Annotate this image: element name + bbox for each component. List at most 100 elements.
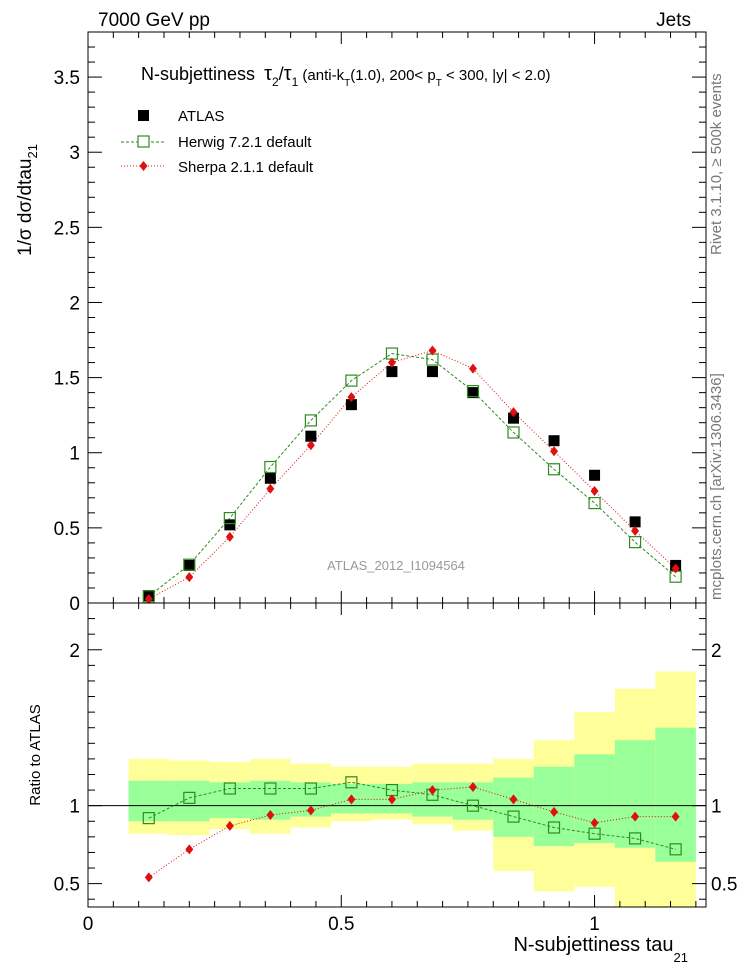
ratio-panel-data <box>88 776 706 883</box>
y-tick-label-ratio-right: 2 <box>711 641 722 662</box>
y-tick-label-ratio-right: 1 <box>711 797 722 818</box>
sherpa-point <box>631 525 640 536</box>
herwig-ratio-point <box>588 827 601 840</box>
sherpa-point <box>306 440 315 451</box>
legend-label-atlas: ATLAS <box>178 108 224 125</box>
y-tick-label-ratio: 2 <box>69 641 80 662</box>
sherpa-ratio-point <box>387 794 396 805</box>
atlas-point <box>386 366 398 378</box>
sherpa-ratio-line <box>148 786 676 878</box>
atlas-point <box>467 387 479 399</box>
rivet-version-label: Rivet 3.1.10, ≥ 500k events <box>708 73 725 255</box>
energy-label: 7000 GeV pp <box>98 10 210 31</box>
axes: 0 0.5 100.511.522.533.50.5 0.51 12 2 <box>54 31 737 935</box>
y-tick-label-main: 0 <box>69 594 80 615</box>
band-green-bin <box>209 782 251 819</box>
legend-marker-herwig <box>137 135 150 148</box>
sherpa-point <box>185 572 194 583</box>
sherpa-point <box>550 446 559 457</box>
sherpa-ratio-point <box>185 844 194 855</box>
sherpa-point <box>428 345 437 356</box>
herwig-point <box>466 385 480 398</box>
atlas-point <box>224 519 236 531</box>
herwig-ratio-point <box>304 782 317 795</box>
herwig-point <box>223 512 236 525</box>
herwig-point <box>628 536 642 549</box>
sherpa-ratio-point <box>266 810 275 821</box>
legend-marker-sherpa <box>139 161 148 171</box>
ratio-panel-frame <box>87 602 707 908</box>
atlas-point <box>548 435 560 447</box>
herwig-ratio-line <box>148 781 676 850</box>
sherpa-ratio-point <box>225 820 234 831</box>
atlas-point <box>426 366 438 378</box>
herwig-ratio-point <box>466 799 480 812</box>
x-tick-label: 0 <box>83 914 94 935</box>
process-label: Jets <box>656 10 691 31</box>
band-green-bin <box>169 780 210 822</box>
sherpa-point <box>266 483 275 494</box>
band-green-bin <box>574 754 615 844</box>
band-green-bin <box>128 780 170 822</box>
herwig-ratio-point <box>345 776 358 789</box>
herwig-ratio-point <box>183 791 196 804</box>
herwig-ratio-point <box>507 810 520 823</box>
x-axis-label: N-subjettiness tau21 <box>513 934 688 965</box>
sherpa-point <box>387 357 396 368</box>
y-tick-label-main: 3.5 <box>54 68 80 89</box>
y-axis-label-main: 1/σ dσ/dtau21 <box>15 144 40 256</box>
legend-label-sherpa: Sherpa 2.1.1 default <box>178 159 314 176</box>
sherpa-point <box>671 563 680 574</box>
y-tick-label-main: 2.5 <box>54 218 80 239</box>
atlas-point <box>508 412 520 424</box>
herwig-ratio-point <box>628 832 642 845</box>
atlas-point <box>264 472 276 484</box>
legend: ATLAS Herwig 7.2.1 default Sherpa 2.1.1 … <box>121 108 314 176</box>
sherpa-ratio-point <box>590 817 599 828</box>
band-green-bin <box>655 727 696 862</box>
atlas-point <box>589 469 601 481</box>
herwig-point <box>547 463 561 476</box>
atlas-point <box>345 399 357 411</box>
legend-label-herwig: Herwig 7.2.1 default <box>178 134 312 151</box>
herwig-point <box>588 496 601 510</box>
y-tick-label-main: 1.5 <box>54 369 80 390</box>
sherpa-line <box>148 350 676 600</box>
y-tick-label-ratio: 0.5 <box>54 875 80 896</box>
y-tick-label-main: 3 <box>69 143 80 164</box>
sherpa-ratio-point <box>509 794 518 805</box>
band-green-bin <box>614 740 656 848</box>
sherpa-ratio-point <box>347 794 356 805</box>
sherpa-point <box>225 531 234 542</box>
sherpa-ratio-point <box>468 781 477 792</box>
ratio-uncertainty-bands <box>128 671 696 907</box>
y-tick-label-ratio: 1 <box>69 797 80 818</box>
sherpa-point <box>468 363 477 374</box>
herwig-ratio-point <box>264 782 277 795</box>
atlas-point <box>629 516 641 528</box>
herwig-ratio-point <box>142 812 155 825</box>
y-tick-label-main: 2 <box>69 293 80 314</box>
sherpa-ratio-point <box>144 872 153 883</box>
sherpa-ratio-point <box>306 805 315 816</box>
mcplots-label: mcplots.cern.ch [arXiv:1306.3436] <box>708 373 725 600</box>
sherpa-ratio-point <box>428 785 437 796</box>
atlas-point <box>183 559 195 571</box>
sherpa-ratio-point <box>671 811 680 822</box>
sherpa-ratio-point <box>550 806 559 817</box>
x-tick-label: 0.5 <box>328 914 354 935</box>
herwig-point <box>183 558 196 571</box>
herwig-point <box>304 414 317 427</box>
herwig-ratio-point <box>547 821 561 834</box>
x-tick-label: 1 <box>589 914 600 935</box>
y-axis-label-ratio: Ratio to ATLAS <box>27 704 44 805</box>
legend-marker-atlas <box>138 110 149 121</box>
sherpa-point <box>347 392 356 403</box>
sherpa-ratio-point <box>631 811 640 822</box>
chart-title: N-subjettiness τ2/τ1 (anti-kT(1.0), 200<… <box>141 63 551 89</box>
sherpa-point <box>590 486 599 497</box>
main-panel-data <box>142 345 682 604</box>
y-tick-label-main: 1 <box>69 444 80 465</box>
herwig-ratio-point <box>223 782 236 795</box>
